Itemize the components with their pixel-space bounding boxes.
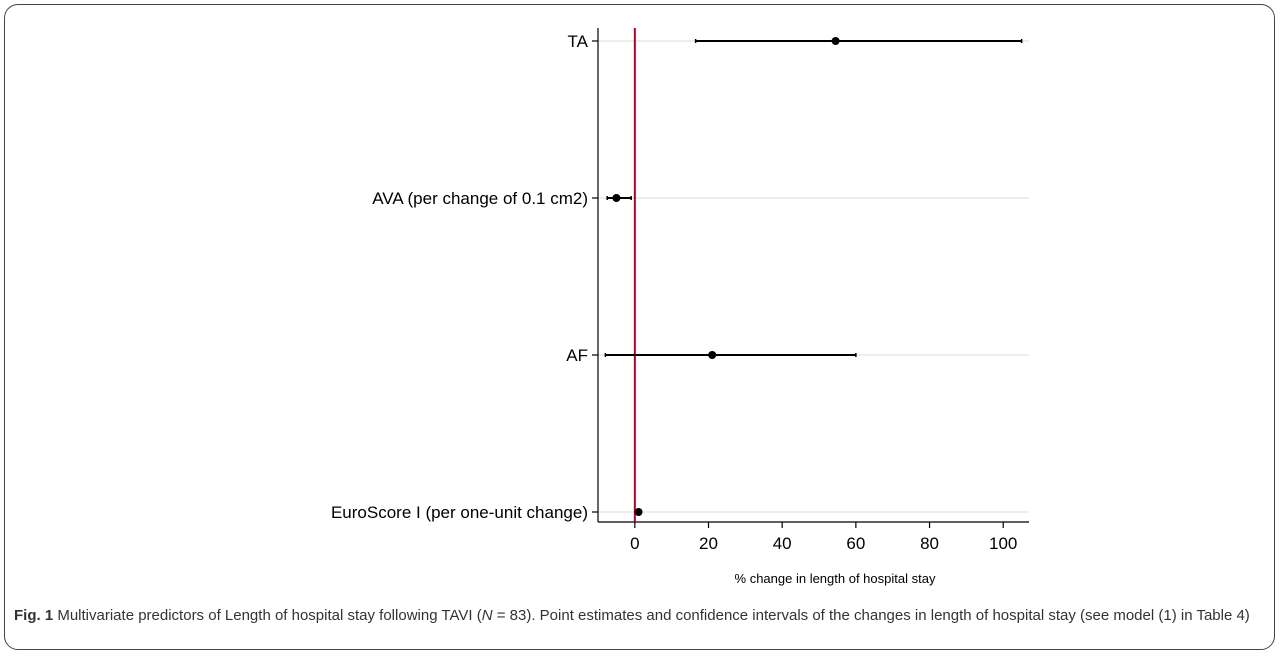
- caption-text-1: Multivariate predictors of Length of hos…: [53, 607, 482, 624]
- x-tick-label: 80: [920, 534, 939, 553]
- y-tick-label: EuroScore I (per one-unit change): [331, 503, 588, 522]
- y-tick-label: AF: [566, 346, 588, 365]
- caption-n-symbol: N: [481, 607, 493, 624]
- x-tick-label: 100: [989, 534, 1017, 553]
- plot-marks: [604, 37, 1023, 516]
- tick-labels: TA AVA (per change of 0.1 cm2) AF EuroScore…: [331, 32, 1017, 553]
- point-estimate: [708, 351, 717, 359]
- x-tick-label: 60: [846, 534, 865, 553]
- x-tick-label: 0: [630, 534, 639, 553]
- x-tick-label: 40: [773, 534, 792, 553]
- figure-label: Fig. 1: [14, 607, 54, 624]
- point-estimate: [634, 508, 643, 516]
- caption-text-2: = 83). Point estimates and confidence in…: [492, 607, 1250, 624]
- x-tick-label: 20: [699, 534, 718, 553]
- x-axis-label: % change in length of hospital stay: [735, 571, 936, 586]
- grid-lines: [598, 40, 1029, 513]
- point-estimate: [831, 37, 840, 45]
- figure-caption: Fig. 1 Multivariate predictors of Length…: [14, 604, 1264, 627]
- figure-frame: [4, 4, 1275, 650]
- point-estimate: [612, 194, 621, 202]
- axes: [592, 28, 1029, 528]
- y-tick-label: AVA (per change of 0.1 cm2): [372, 189, 588, 208]
- forest-plot: TA AVA (per change of 0.1 cm2) AF EuroScore…: [331, 28, 1029, 586]
- y-tick-label: TA: [568, 32, 589, 51]
